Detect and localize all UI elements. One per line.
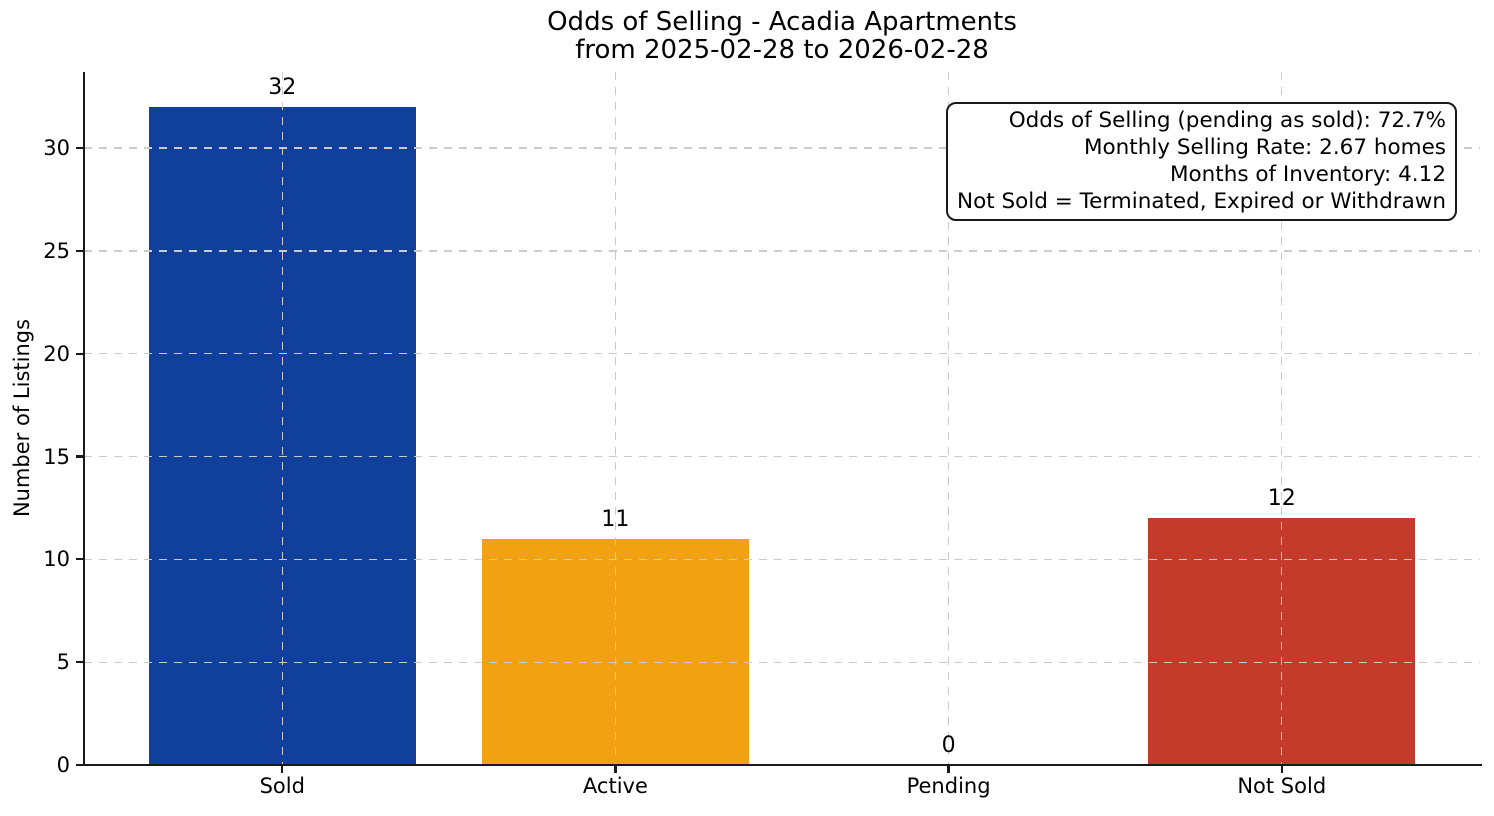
- gridline-vertical: [1281, 72, 1283, 765]
- y-tick-mark: [76, 455, 84, 458]
- y-tick-label: 0: [56, 753, 70, 777]
- gridline-vertical: [947, 72, 950, 765]
- x-tick-mark: [1280, 765, 1283, 773]
- y-tick-mark: [76, 249, 84, 252]
- y-tick-label: 5: [56, 650, 70, 675]
- y-tick-label: 20: [43, 341, 70, 366]
- y-tick-mark: [76, 146, 84, 150]
- plot-area: [84, 72, 1480, 765]
- chart-title: Odds of Selling - Acadia Apartments: [547, 7, 1017, 37]
- stats-line-notsold: Not Sold = Terminated, Expired or Withdr…: [957, 189, 1446, 214]
- x-tick-label: Not Sold: [1237, 774, 1327, 798]
- gridline-vertical: [281, 72, 283, 765]
- y-tick-mark: [76, 352, 84, 355]
- gridline-vertical: [614, 72, 617, 765]
- y-tick-label: 30: [43, 136, 70, 161]
- y-tick-mark: [76, 558, 84, 561]
- chart-subtitle: from 2025-02-28 to 2026-02-28: [575, 35, 989, 65]
- stats-line-rate: Monthly Selling Rate: 2.67 homes: [1083, 135, 1446, 160]
- gridline-horizontal: [84, 250, 1480, 252]
- x-tick-mark: [947, 765, 950, 773]
- y-tick-label: 25: [43, 238, 70, 263]
- y-tick-mark: [76, 661, 84, 664]
- y-tick-label: 10: [43, 547, 70, 572]
- x-tick-label: Active: [582, 774, 648, 798]
- gridline-horizontal: [84, 558, 1480, 560]
- x-tick-mark: [281, 765, 284, 773]
- gridline-horizontal: [84, 661, 1480, 663]
- bar-value-label: 11: [601, 506, 630, 532]
- bar-value-label: 32: [268, 74, 297, 100]
- y-tick-mark: [76, 763, 84, 767]
- bar-value-label: 12: [1267, 486, 1296, 512]
- chart-title-block: Odds of Selling - Acadia Apartments from…: [84, 8, 1480, 64]
- x-tick-label: Sold: [259, 774, 305, 798]
- gridline-horizontal: [84, 147, 1480, 149]
- stats-line-inventory: Months of Inventory: 4.12: [1169, 162, 1446, 187]
- x-tick-label: Pending: [906, 774, 991, 798]
- stats-line-odds: Odds of Selling (pending as sold): 72.7%: [1008, 108, 1446, 133]
- y-tick-label: 15: [43, 444, 70, 469]
- y-axis-spine: [82, 72, 85, 766]
- gridline-horizontal: [84, 353, 1480, 355]
- gridline-horizontal: [84, 455, 1480, 458]
- bar-value-label: 0: [941, 733, 956, 758]
- x-axis-spine: [82, 763, 1482, 767]
- stats-annotation-box: Odds of Selling (pending as sold): 72.7%…: [946, 102, 1457, 221]
- x-tick-mark: [614, 765, 617, 773]
